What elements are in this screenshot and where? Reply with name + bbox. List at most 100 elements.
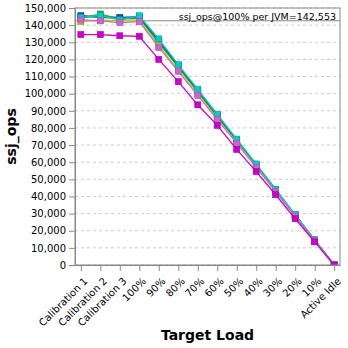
marker bbox=[292, 216, 298, 222]
marker bbox=[78, 17, 84, 23]
marker bbox=[156, 36, 162, 42]
y-tick-label: 30,000 bbox=[31, 208, 66, 219]
x-tick-mark bbox=[295, 265, 296, 271]
x-tick-mark bbox=[276, 265, 277, 271]
x-tick: 100% bbox=[120, 265, 148, 303]
series bbox=[78, 14, 337, 266]
plot-frame bbox=[75, 8, 340, 265]
series bbox=[78, 13, 337, 266]
marker bbox=[136, 19, 142, 25]
grid-line bbox=[75, 230, 340, 231]
y-tick-label: 140,000 bbox=[25, 20, 66, 31]
y-tick-mark bbox=[69, 111, 75, 112]
y-tick: 140,000 bbox=[25, 20, 75, 31]
y-tick: 90,000 bbox=[31, 106, 75, 117]
marker bbox=[117, 33, 123, 39]
x-tick-mark bbox=[237, 265, 238, 271]
y-axis-title: ssj_ops bbox=[3, 108, 20, 164]
y-tick-mark bbox=[69, 77, 75, 78]
x-tick-label: 90% bbox=[144, 275, 168, 299]
x-tick-label: 70% bbox=[183, 275, 207, 299]
x-tick-label: 60% bbox=[202, 275, 226, 299]
y-tick-mark bbox=[69, 196, 75, 197]
series-line bbox=[81, 16, 334, 265]
y-tick-mark bbox=[69, 231, 75, 232]
y-tick: 20,000 bbox=[31, 225, 75, 236]
marker bbox=[175, 79, 181, 85]
y-tick-mark bbox=[69, 265, 75, 266]
x-tick-label: 20% bbox=[280, 275, 304, 299]
y-tick-label: 60,000 bbox=[31, 157, 66, 168]
y-tick-label: 0 bbox=[60, 260, 66, 271]
y-tick-label: 70,000 bbox=[31, 140, 66, 151]
y-tick: 110,000 bbox=[25, 71, 75, 82]
y-tick: 80,000 bbox=[31, 123, 75, 134]
plot: 010,00020,00030,00040,00050,00060,00070,… bbox=[25, 3, 343, 329]
x-tick-mark bbox=[178, 265, 179, 271]
marker bbox=[195, 86, 201, 92]
grid-line bbox=[75, 127, 340, 128]
x-tick-mark bbox=[159, 265, 160, 271]
grid-line bbox=[75, 93, 340, 94]
series bbox=[78, 11, 337, 266]
x-tick: 20% bbox=[280, 265, 304, 299]
series-line bbox=[81, 14, 334, 265]
x-tick: 90% bbox=[144, 265, 168, 299]
marker bbox=[97, 32, 103, 38]
marker bbox=[156, 44, 162, 50]
y-tick-label: 80,000 bbox=[31, 123, 66, 134]
marker bbox=[214, 116, 220, 122]
y-tick-label: 50,000 bbox=[31, 174, 66, 185]
x-tick-label: 80% bbox=[164, 275, 188, 299]
y-tick-label: 110,000 bbox=[25, 71, 66, 82]
x-tick: 30% bbox=[261, 265, 285, 299]
x-tick: Active Idle bbox=[298, 265, 343, 320]
series bbox=[78, 17, 337, 266]
grid-line bbox=[75, 76, 340, 77]
x-tick-label: 30% bbox=[261, 275, 285, 299]
y-tick-mark bbox=[69, 214, 75, 215]
grid-line bbox=[75, 59, 340, 60]
x-tick: 40% bbox=[241, 265, 265, 299]
y-tick-mark bbox=[69, 8, 75, 9]
marker bbox=[117, 20, 123, 26]
grid-line bbox=[75, 162, 340, 163]
marker bbox=[234, 139, 240, 145]
y-tick-mark bbox=[69, 248, 75, 249]
y-tick-mark bbox=[69, 162, 75, 163]
x-tick-mark bbox=[256, 265, 257, 271]
y-tick-label: 90,000 bbox=[31, 106, 66, 117]
marker bbox=[97, 18, 103, 24]
x-tick-mark bbox=[100, 265, 101, 271]
y-tick-label: 130,000 bbox=[25, 37, 66, 48]
series-line bbox=[81, 16, 334, 265]
y-tick-mark bbox=[69, 179, 75, 180]
x-tick-mark bbox=[120, 265, 121, 271]
x-tick: 50% bbox=[222, 265, 246, 299]
x-tick-label: Calibration 3 bbox=[76, 275, 129, 328]
grid-line bbox=[75, 179, 340, 180]
y-tick-mark bbox=[69, 42, 75, 43]
y-tick: 0 bbox=[60, 260, 75, 271]
x-tick-label: 50% bbox=[222, 275, 246, 299]
y-tick-label: 100,000 bbox=[25, 88, 66, 99]
y-tick: 100,000 bbox=[25, 88, 75, 99]
y-tick-label: 10,000 bbox=[31, 243, 66, 254]
plot-background bbox=[75, 8, 340, 265]
y-tick: 70,000 bbox=[31, 140, 75, 151]
marker bbox=[97, 17, 103, 23]
marker bbox=[78, 32, 84, 38]
y-tick: 130,000 bbox=[25, 37, 75, 48]
x-tick-mark bbox=[139, 265, 140, 271]
y-tick: 60,000 bbox=[31, 157, 75, 168]
y-tick: 50,000 bbox=[31, 174, 75, 185]
x-tick-label: 100% bbox=[120, 275, 148, 303]
x-tick-mark bbox=[334, 265, 335, 271]
marker bbox=[175, 62, 181, 68]
grid-line bbox=[75, 145, 340, 146]
marker bbox=[175, 68, 181, 74]
marker bbox=[312, 239, 318, 245]
marker bbox=[253, 169, 259, 175]
x-axis-title: Target Load bbox=[161, 327, 254, 343]
y-axis-line bbox=[75, 9, 76, 266]
